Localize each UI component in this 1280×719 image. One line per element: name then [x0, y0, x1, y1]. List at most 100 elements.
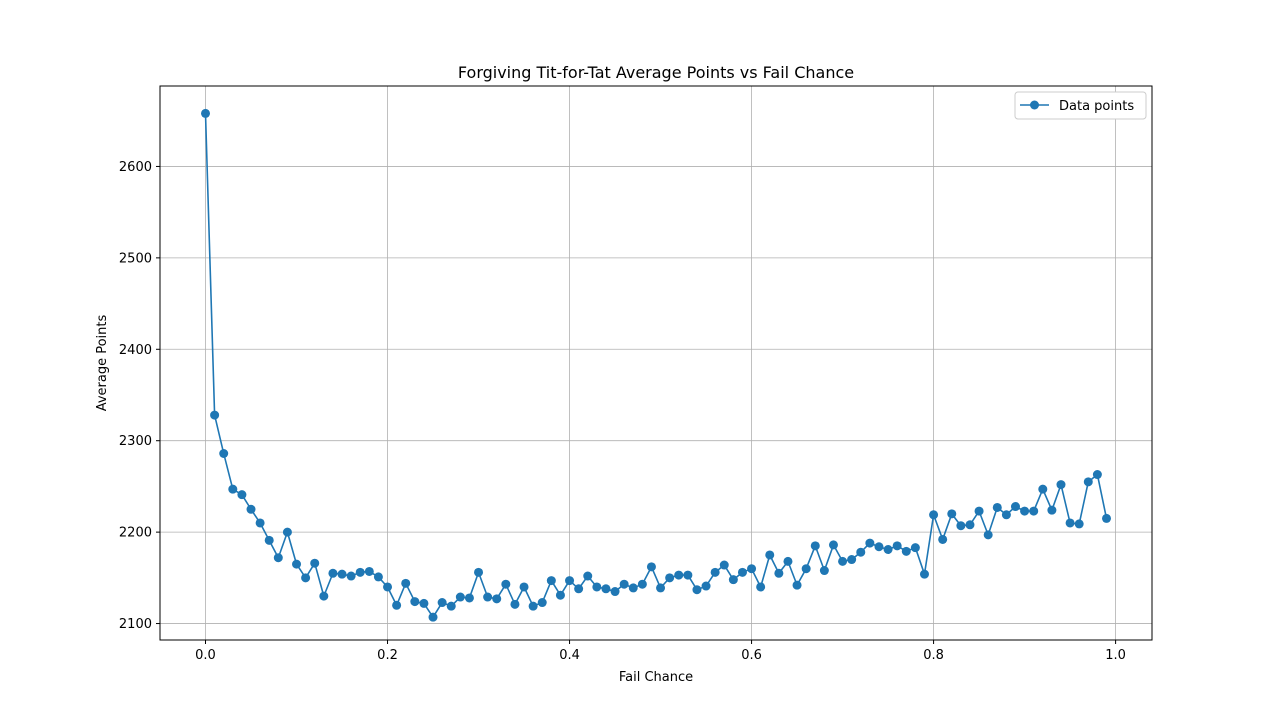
data-point — [510, 599, 520, 609]
data-point — [919, 569, 929, 579]
data-point — [992, 502, 1002, 512]
data-point — [592, 582, 602, 592]
data-point — [656, 583, 666, 593]
data-point — [373, 572, 383, 582]
x-tick-label: 0.2 — [377, 648, 398, 663]
data-point — [847, 555, 857, 565]
series-line — [204, 113, 1108, 618]
data-point — [264, 535, 274, 545]
data-point — [646, 562, 656, 572]
legend-box — [1014, 91, 1147, 120]
data-point — [792, 580, 802, 590]
x-axis-label: Fail Chance — [619, 670, 693, 685]
data-point — [801, 564, 811, 574]
x-tick-label: 0.6 — [741, 648, 762, 663]
data-point — [601, 584, 611, 594]
data-point — [828, 540, 838, 550]
data-point — [783, 556, 793, 566]
data-point — [346, 571, 356, 581]
data-point — [674, 570, 684, 580]
data-point — [273, 553, 283, 563]
data-point — [910, 543, 920, 553]
grid-lines — [160, 86, 1152, 640]
data-point — [464, 593, 474, 603]
x-axis: 0.0 0.2 0.4 0.6 0.8 1.0 — [195, 640, 1126, 663]
data-point — [665, 573, 675, 583]
data-point — [728, 575, 738, 585]
data-point — [983, 530, 993, 540]
data-point — [555, 590, 565, 600]
data-point — [501, 579, 511, 589]
data-point — [519, 582, 529, 592]
data-point — [710, 567, 720, 577]
data-point — [1020, 506, 1030, 516]
data-point — [301, 573, 311, 583]
y-tick-label: 2400 — [119, 343, 152, 358]
data-point — [1038, 484, 1048, 494]
data-point — [383, 582, 393, 592]
data-point — [874, 542, 884, 552]
data-point — [883, 545, 893, 554]
data-point — [355, 567, 365, 577]
data-point — [546, 576, 556, 586]
data-point — [528, 601, 538, 611]
data-point — [683, 570, 693, 580]
data-point — [201, 108, 210, 118]
data-point — [619, 579, 629, 589]
data-point — [1102, 513, 1111, 523]
data-point — [310, 558, 320, 568]
data-point — [810, 541, 820, 551]
data-point — [392, 600, 402, 610]
legend: Data points — [1014, 91, 1147, 120]
y-axis-label: Average Points — [95, 314, 110, 411]
data-point — [938, 534, 948, 544]
data-point — [892, 541, 902, 551]
legend-marker-sample — [1030, 100, 1039, 110]
data-point — [419, 598, 429, 608]
series-layer — [201, 108, 1111, 622]
legend-entry-label: Data points — [1059, 99, 1134, 114]
data-point — [455, 592, 465, 602]
data-point — [537, 598, 547, 608]
y-tick-label: 2600 — [119, 160, 152, 175]
data-point — [974, 506, 984, 516]
data-point — [1001, 510, 1011, 520]
data-point — [210, 410, 220, 420]
data-point — [856, 547, 866, 557]
y-tick-label: 2100 — [119, 617, 152, 632]
data-point — [901, 546, 911, 556]
data-point — [328, 568, 338, 578]
data-point — [319, 591, 329, 601]
data-point — [1092, 470, 1102, 480]
x-tick-label: 1.0 — [1105, 648, 1126, 663]
data-point — [719, 560, 729, 570]
data-point — [1074, 519, 1084, 529]
data-point — [965, 520, 975, 530]
data-point — [956, 521, 966, 531]
y-tick-label: 2500 — [119, 251, 152, 266]
data-point — [574, 584, 584, 594]
data-point — [1029, 506, 1039, 516]
y-tick-label: 2200 — [119, 526, 152, 541]
data-point — [747, 564, 757, 574]
data-point — [282, 527, 292, 537]
data-point — [692, 585, 702, 595]
data-point — [819, 566, 829, 576]
data-point — [947, 509, 957, 519]
data-point — [337, 569, 347, 579]
data-point — [292, 559, 302, 569]
data-point — [1056, 480, 1066, 490]
data-point — [492, 594, 502, 604]
data-point — [410, 597, 420, 607]
data-point — [865, 538, 875, 548]
data-point — [565, 576, 575, 586]
data-point — [237, 490, 247, 500]
data-point — [255, 518, 265, 528]
data-point — [219, 449, 229, 458]
data-point — [428, 612, 438, 622]
data-point — [929, 510, 939, 520]
data-point — [774, 568, 784, 578]
data-point — [838, 556, 848, 566]
data-point — [474, 567, 484, 577]
